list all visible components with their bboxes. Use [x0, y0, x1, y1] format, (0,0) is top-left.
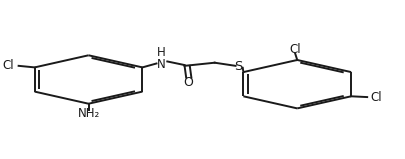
- Text: Cl: Cl: [3, 59, 15, 72]
- Text: O: O: [183, 76, 194, 89]
- Text: H
N: H N: [157, 46, 166, 71]
- Text: S: S: [234, 60, 243, 73]
- Text: Cl: Cl: [371, 91, 382, 104]
- Text: Cl: Cl: [290, 43, 301, 56]
- Text: NH₂: NH₂: [77, 107, 100, 120]
